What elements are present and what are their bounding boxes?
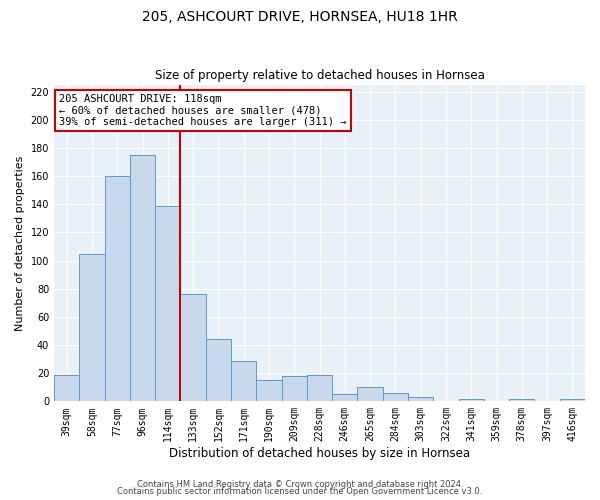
Bar — [155, 206, 181, 402]
Bar — [509, 398, 535, 402]
Bar — [560, 398, 585, 402]
Bar — [104, 176, 130, 402]
Y-axis label: Number of detached properties: Number of detached properties — [15, 156, 25, 330]
Bar — [231, 360, 256, 402]
Bar — [358, 388, 383, 402]
Bar — [307, 374, 332, 402]
Bar — [130, 155, 155, 402]
Bar — [79, 254, 104, 402]
Text: Contains HM Land Registry data © Crown copyright and database right 2024.: Contains HM Land Registry data © Crown c… — [137, 480, 463, 489]
Bar — [408, 397, 433, 402]
Title: Size of property relative to detached houses in Hornsea: Size of property relative to detached ho… — [155, 69, 484, 82]
Bar — [383, 393, 408, 402]
Bar — [256, 380, 281, 402]
Bar — [332, 394, 358, 402]
Bar — [458, 398, 484, 402]
X-axis label: Distribution of detached houses by size in Hornsea: Distribution of detached houses by size … — [169, 447, 470, 460]
Bar — [281, 376, 307, 402]
Bar — [181, 294, 206, 402]
Text: Contains public sector information licensed under the Open Government Licence v3: Contains public sector information licen… — [118, 487, 482, 496]
Text: 205 ASHCOURT DRIVE: 118sqm
← 60% of detached houses are smaller (478)
39% of sem: 205 ASHCOURT DRIVE: 118sqm ← 60% of deta… — [59, 94, 347, 128]
Text: 205, ASHCOURT DRIVE, HORNSEA, HU18 1HR: 205, ASHCOURT DRIVE, HORNSEA, HU18 1HR — [142, 10, 458, 24]
Bar — [54, 374, 79, 402]
Bar — [206, 340, 231, 402]
